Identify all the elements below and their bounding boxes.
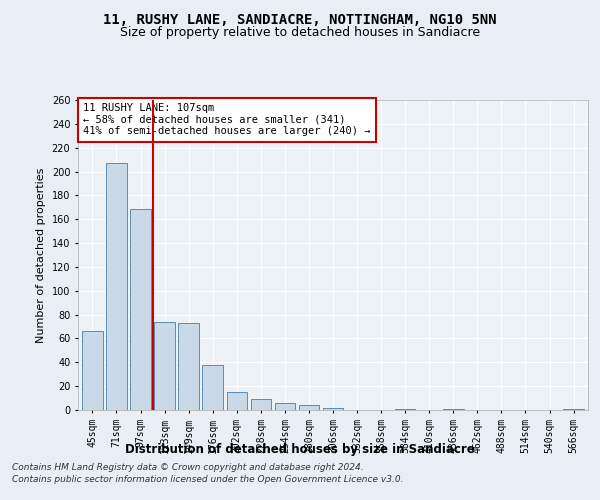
Bar — [178, 323, 199, 410]
Bar — [106, 163, 127, 410]
Bar — [275, 403, 295, 410]
Bar — [130, 208, 151, 410]
Bar — [395, 409, 415, 410]
Bar — [443, 409, 464, 410]
Bar — [323, 408, 343, 410]
Bar — [251, 400, 271, 410]
Bar — [202, 364, 223, 410]
Text: 11, RUSHY LANE, SANDIACRE, NOTTINGHAM, NG10 5NN: 11, RUSHY LANE, SANDIACRE, NOTTINGHAM, N… — [103, 12, 497, 26]
Text: Contains HM Land Registry data © Crown copyright and database right 2024.: Contains HM Land Registry data © Crown c… — [12, 464, 364, 472]
Text: Contains public sector information licensed under the Open Government Licence v3: Contains public sector information licen… — [12, 475, 404, 484]
Text: Size of property relative to detached houses in Sandiacre: Size of property relative to detached ho… — [120, 26, 480, 39]
Bar — [82, 332, 103, 410]
Text: 11 RUSHY LANE: 107sqm
← 58% of detached houses are smaller (341)
41% of semi-det: 11 RUSHY LANE: 107sqm ← 58% of detached … — [83, 103, 371, 136]
Bar — [299, 405, 319, 410]
Bar — [154, 322, 175, 410]
Text: Distribution of detached houses by size in Sandiacre: Distribution of detached houses by size … — [125, 442, 475, 456]
Bar — [563, 409, 584, 410]
Y-axis label: Number of detached properties: Number of detached properties — [36, 168, 46, 342]
Bar — [227, 392, 247, 410]
